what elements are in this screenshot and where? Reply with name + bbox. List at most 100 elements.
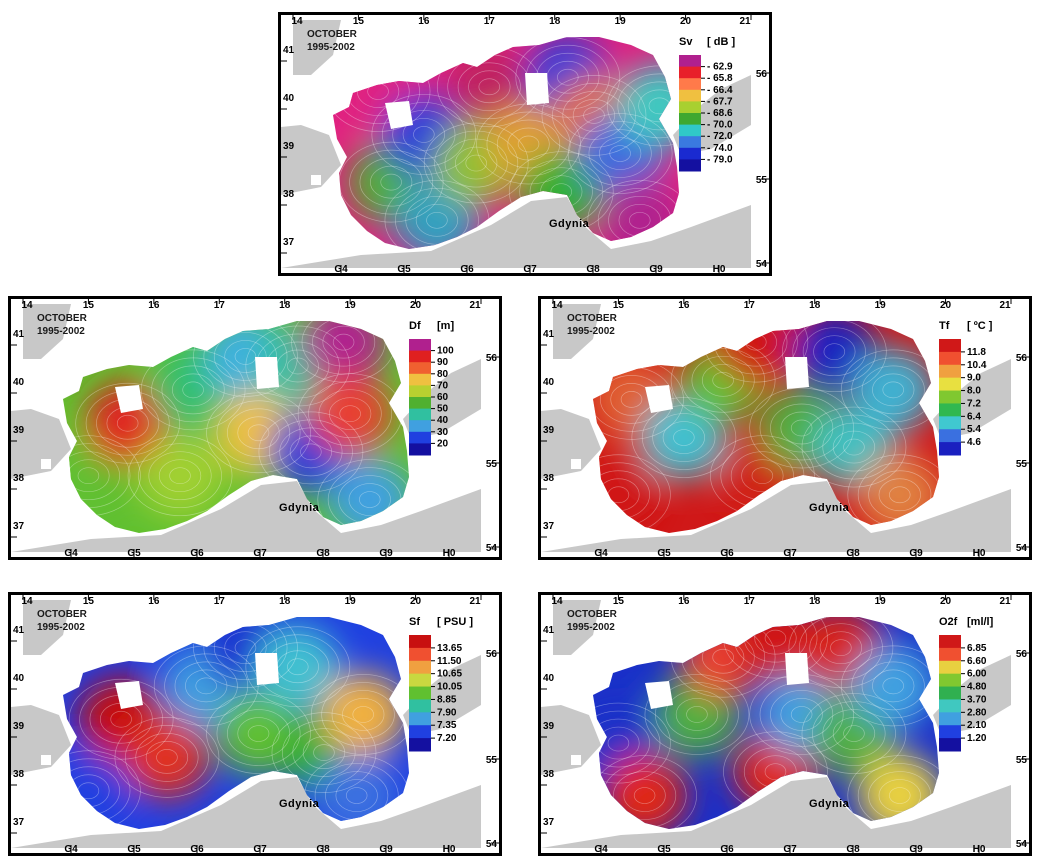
land-coast: [281, 197, 751, 268]
contour-line: [638, 89, 679, 123]
contour-line: [310, 674, 409, 755]
land-northwest: [553, 600, 601, 655]
contour-line: [712, 648, 734, 666]
contour-line: [394, 187, 479, 249]
field-blob: [617, 63, 679, 148]
city-label: Gdynia: [549, 218, 590, 230]
latitude-label-right: 55: [756, 175, 768, 186]
contour-line: [164, 653, 249, 719]
legend-value: - 67.7: [707, 96, 733, 107]
contour-line: [620, 391, 643, 408]
latitude-label-left: 38: [13, 473, 25, 484]
legend-swatch: [939, 738, 961, 752]
contour-line: [156, 749, 178, 766]
contour-line: [673, 429, 695, 446]
latitude-label-left: 39: [543, 721, 555, 732]
latitude-label-right: 54: [1016, 839, 1028, 850]
contour-line: [843, 438, 865, 456]
contour-line: [63, 451, 120, 501]
latitude-label-left: 40: [543, 673, 555, 684]
land-west: [541, 409, 601, 479]
legend-swatch: [939, 351, 961, 366]
legend-value: 4.6: [967, 437, 981, 448]
legend-swatch: [409, 712, 431, 726]
legend-value: 3.70: [967, 694, 987, 705]
city-label: Gdynia: [809, 798, 850, 810]
contour-line: [268, 419, 353, 485]
latitude-label-left: 41: [13, 329, 25, 340]
map-svg: 14 15 16 17 18 19 20 21 G4 G5 G6 G7 G8 G9 H0 41 40 39 38 37…: [11, 595, 499, 853]
legend-swatch: [939, 364, 961, 379]
contour-line: [380, 173, 402, 191]
latitude-label-left: 37: [13, 817, 25, 828]
legend-unit: [ PSU ]: [437, 616, 473, 628]
map-month: OCTOBER: [37, 609, 88, 620]
contour-line: [342, 698, 385, 731]
longitude-label: 21: [469, 300, 481, 311]
contour-line: [457, 62, 521, 112]
legend-swatch: [409, 725, 431, 739]
latitude-label-right: 55: [1016, 459, 1028, 470]
legend-swatch: [939, 673, 961, 688]
grid-cell-label: H0: [973, 548, 986, 557]
no-data-area: [311, 175, 321, 185]
latitude-label-left: 38: [543, 473, 555, 484]
field-blob: [216, 691, 301, 776]
contour-line: [171, 373, 215, 407]
longitude-label: 16: [148, 300, 160, 311]
grid-cell-label: H0: [443, 844, 456, 853]
map-panel-sv: 14 15 16 17 18 19 20 21 G4 G5 G6 G7 G8 G9 H0 41 40 39 38 37…: [278, 12, 772, 276]
grid-cell-label: G8: [846, 548, 860, 557]
contour-line: [161, 365, 225, 415]
latitude-label-right: 54: [486, 839, 498, 850]
contour-line: [308, 381, 393, 447]
land-coast: [11, 777, 481, 848]
legend-value: - 79.0: [707, 154, 733, 165]
latitude-label-right: 56: [1016, 353, 1028, 364]
legend-unit: [ dB ]: [707, 36, 735, 48]
legend-swatch: [679, 136, 701, 149]
contour-line: [751, 467, 774, 485]
contour-line: [193, 617, 298, 689]
grid-cell-label: G4: [594, 844, 608, 853]
longitude-label: 20: [410, 596, 422, 607]
contour-line: [287, 357, 309, 375]
legend-swatch: [409, 397, 431, 410]
field-blob: [851, 347, 936, 432]
latitude-label-left: 38: [13, 769, 25, 780]
contour-line: [861, 365, 925, 415]
latitude-label-right: 55: [486, 459, 498, 470]
contour-line: [349, 149, 434, 215]
latitude-label-left: 37: [13, 521, 25, 532]
latitude-label-right: 56: [486, 353, 498, 364]
contour-line: [507, 127, 550, 161]
contour-line: [140, 349, 246, 431]
map-svg: 14 15 16 17 18 19 20 21 G4 G5 G6 G7 G8 G9 H0 41 40 39 38 37…: [541, 299, 1029, 557]
contour-line: [617, 73, 679, 139]
contour-line: [226, 709, 291, 758]
contour-line: [812, 701, 896, 766]
legend-value: 13.65: [437, 643, 462, 654]
longitude-label: 14: [291, 16, 303, 27]
contour-line: [352, 706, 374, 723]
legend-value: - 66.4: [707, 85, 733, 96]
legend-unit: [ ºC ]: [967, 320, 993, 332]
legend-swatch: [939, 712, 961, 726]
legend-swatch: [939, 390, 961, 404]
legend-value: 30: [437, 427, 449, 438]
contour-line: [557, 68, 579, 86]
no-data-area: [645, 681, 673, 709]
legend-swatch: [409, 699, 431, 713]
contour-line: [822, 709, 886, 758]
contour-line: [75, 382, 181, 464]
legend-parameter: O2f: [939, 616, 958, 628]
legend-swatch: [679, 78, 701, 91]
longitude-label: 21: [999, 596, 1011, 607]
legend-swatch: [679, 101, 701, 114]
grid-cell-label: G6: [720, 844, 734, 853]
map-month: OCTOBER: [567, 313, 618, 324]
contour-line: [300, 443, 322, 461]
contour-line: [317, 459, 409, 533]
contour-line: [114, 717, 220, 798]
latitude-label-left: 40: [543, 377, 555, 388]
